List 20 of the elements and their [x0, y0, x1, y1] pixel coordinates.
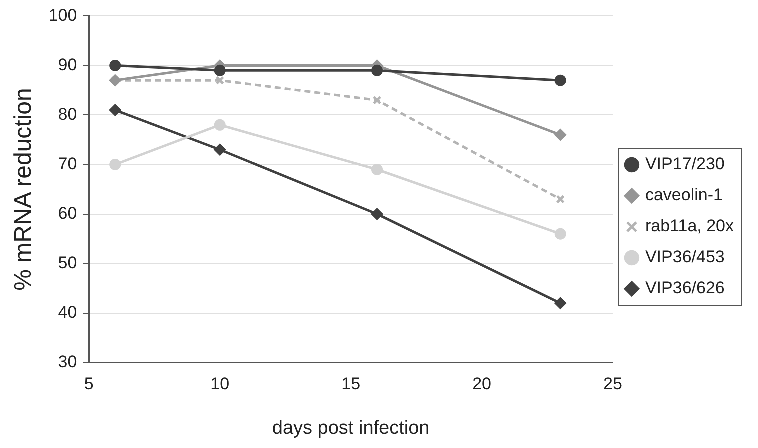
y-tick-label: 30: [58, 352, 78, 372]
x-tick-label: 25: [604, 374, 622, 394]
y-tick-label: 100: [48, 6, 78, 25]
y-tick-label: 70: [58, 154, 78, 174]
x-tick-label: 10: [210, 374, 230, 394]
legend-label: VIP36/453: [645, 248, 725, 267]
x-tick-label: 20: [472, 374, 492, 394]
x-tick-label: 15: [342, 374, 361, 394]
y-tick-label: 80: [58, 104, 78, 124]
legend-label: VIP17/230: [645, 154, 725, 174]
x-tick-label: 5: [84, 374, 94, 394]
x-axis-title: days post infection: [272, 418, 430, 439]
y-tick-label: 60: [58, 204, 78, 223]
y-tick-label: 90: [58, 55, 78, 74]
legend-label: caveolin-1: [645, 186, 723, 205]
y-tick-label: 50: [58, 253, 78, 272]
legend-label: rab11a, 20x: [645, 216, 734, 236]
legend-label: VIP36/626: [645, 278, 725, 298]
y-axis-title: % mRNA reduction: [10, 88, 38, 291]
y-tick-label: 40: [58, 302, 78, 322]
